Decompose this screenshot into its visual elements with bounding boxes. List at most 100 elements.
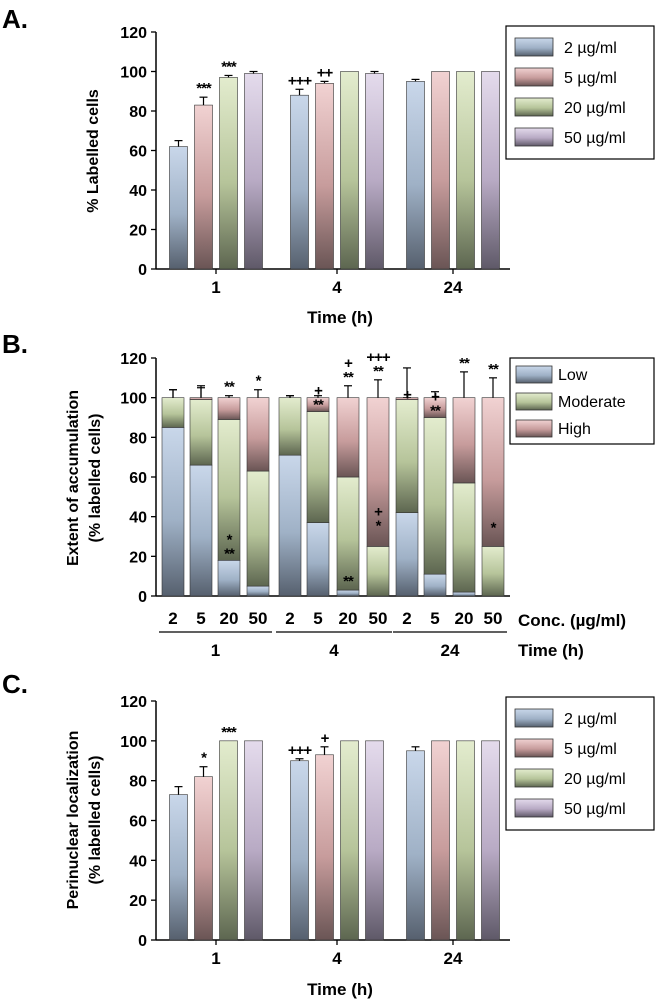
panel-b-x-tick-label: 2	[402, 609, 411, 628]
panel-b-significance-top: **	[488, 361, 499, 378]
panel-c-legend-swatch	[514, 768, 554, 788]
panel-b-significance-top: +	[344, 355, 353, 372]
panel-a-y-tick-label: 80	[129, 104, 147, 121]
panel-b-bar-low	[395, 512, 419, 597]
panel-a-y-tick-label: 100	[120, 65, 147, 82]
panel-c-bar	[244, 740, 263, 941]
panel-b-bar-low	[336, 589, 360, 597]
panel-a-bar	[365, 73, 384, 270]
panel-b-x-tick-label: 5	[313, 609, 322, 628]
panel-c-bar	[194, 776, 213, 941]
panel-c-y-tick-label: 60	[129, 814, 147, 831]
panel-b-bar-high	[246, 397, 270, 472]
panel-c-y-tick-label: 120	[120, 694, 147, 711]
panel-c-legend-swatch	[514, 738, 554, 758]
panel-b-x-tick-label: 2	[285, 609, 294, 628]
panel-c-legend-swatch	[514, 708, 554, 728]
panel-a-y-tick-label: 0	[138, 262, 147, 279]
panel-b-significance-top: *	[256, 373, 262, 390]
panel-a-y-tick-label: 120	[120, 25, 147, 42]
panel-a-xlabel: Time (h)	[307, 308, 373, 327]
panel-b-y-tick-label: 80	[129, 430, 147, 447]
panel-a-bar	[169, 146, 188, 270]
panel-c-legend-label: 2 µg/ml	[564, 711, 617, 728]
panel-b-significance-low: *	[227, 531, 233, 548]
panel-b-significance-top: **	[343, 369, 354, 386]
panel-b-legend-label: Low	[558, 367, 588, 384]
panel-c-x-tick-label: 4	[332, 949, 342, 968]
panel-b-x-tick-label: 2	[168, 609, 177, 628]
panel-b-significance-low: **	[224, 545, 235, 562]
panel-b-group-label: 1	[211, 641, 220, 660]
panel-b-y-tick-label: 0	[138, 589, 147, 606]
panel-c-bar	[365, 740, 384, 941]
panel-c-bar	[290, 760, 309, 941]
panel-a-legend-label: 50 µg/ml	[564, 130, 626, 147]
panel-c-ylabel2: (% labelled cells)	[87, 756, 104, 885]
panel-b-bar-low	[306, 522, 330, 597]
panel-c-x-tick-label: 24	[444, 949, 463, 968]
panel-b-y-tick-label: 20	[129, 549, 147, 566]
panel-b-ylabel: Extent of accumulation	[65, 390, 82, 566]
panel-c-bar	[169, 794, 188, 941]
panel-a-bar	[340, 71, 359, 270]
panel-b-significance-moderate: +	[403, 387, 412, 404]
panel-b-legend-swatch	[515, 419, 553, 438]
panel-b-x-tick-label: 50	[249, 609, 268, 628]
panel-b-bar-moderate	[366, 546, 390, 597]
panel-c-bar	[340, 740, 359, 941]
panel-b-significance-moderate: **	[313, 397, 324, 414]
panel-b-group-label: 24	[441, 641, 460, 660]
panel-a-legend-swatch	[514, 127, 554, 147]
panel-a-legend-label: 2 µg/ml	[564, 40, 617, 57]
panel-b-x-tick-label: 5	[196, 609, 205, 628]
panel-a-bar	[481, 71, 500, 270]
panel-b-bar-moderate	[423, 417, 447, 575]
panel-a-legend-swatch	[514, 97, 554, 117]
panel-b-significance-top: **	[224, 379, 235, 396]
panel-a-bar	[315, 83, 334, 270]
panel-b-bar-low	[217, 559, 241, 597]
panel-a-y-tick-label: 20	[129, 223, 147, 240]
panel-b-bar-moderate	[306, 411, 330, 523]
panel-b-ylabel2: (% labelled cells)	[87, 414, 104, 543]
panel-b-x-tick-label: 50	[369, 609, 388, 628]
panel-a-bar	[219, 77, 238, 270]
panel-b-significance-moderate: +	[431, 389, 440, 406]
panel-a-bar	[290, 94, 309, 270]
panel-a-x-tick-label: 24	[444, 278, 463, 297]
panel-b-significance-top: **	[459, 355, 470, 372]
panel-a-bar	[456, 71, 475, 270]
panel-c-bar	[456, 740, 475, 941]
panel-b-significance-top: **	[373, 363, 384, 380]
panel-a-chart: 0 20 40 60 80 100 120 1 *** *** 4 +++ ++ 24 2 µg/ml 5 µ…	[120, 25, 655, 297]
panel-c-significance: *	[201, 750, 207, 767]
panel-a-x-tick-label: 4	[332, 278, 342, 297]
panel-c-significance: ***	[221, 724, 237, 741]
panel-b-y-tick-label: 40	[129, 510, 147, 527]
panel-b-significance-moderate: +	[374, 504, 383, 521]
panel-c-ylabel: Perinuclear localization	[65, 731, 82, 910]
panel-c-y-tick-label: 40	[129, 853, 147, 870]
panel-c-x-tick-label: 1	[211, 949, 220, 968]
panel-a-ylabel: % Labelled cells	[85, 89, 102, 213]
panel-c-bar	[481, 740, 500, 941]
panel-c-xlabel: Time (h)	[307, 980, 373, 999]
panel-b-legend-label: High	[558, 421, 591, 438]
panel-b-bar-high	[452, 397, 476, 484]
panel-b-bar-low	[452, 591, 476, 597]
panel-b-significance-low: **	[343, 573, 354, 590]
panel-b-x-tick-label: 20	[339, 609, 358, 628]
panel-b-xlabel2: Time (h)	[518, 641, 584, 660]
panel-a-significance: ++	[317, 64, 334, 81]
panel-c-y-tick-label: 100	[120, 734, 147, 751]
panel-a-bar	[431, 71, 450, 270]
panel-c-legend-label: 20 µg/ml	[564, 771, 626, 788]
panel-b-bar-high	[189, 397, 213, 400]
panel-b-bar-moderate	[278, 397, 302, 456]
panel-b-significance-moderate: *	[491, 520, 497, 537]
panel-c-legend-label: 5 µg/ml	[564, 741, 617, 758]
panel-a-y-tick-label: 60	[129, 144, 147, 161]
